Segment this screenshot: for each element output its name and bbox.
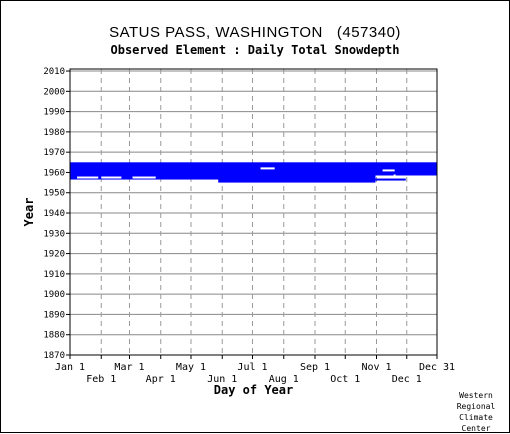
data-block bbox=[218, 178, 376, 183]
missing-gap bbox=[77, 176, 99, 179]
y-tick-label: 1890 bbox=[43, 310, 65, 320]
y-tick-label: 1870 bbox=[43, 351, 65, 361]
y-tick-label: 2010 bbox=[43, 67, 65, 77]
y-tick-label: 1880 bbox=[43, 331, 65, 341]
y-tick-label: 1950 bbox=[43, 189, 65, 199]
x-tick-label: Feb 1 bbox=[86, 374, 116, 385]
x-tick-label: Aug 1 bbox=[269, 374, 299, 385]
x-tick-label: May 1 bbox=[176, 362, 206, 373]
credit-line: Western bbox=[459, 391, 493, 400]
data-block bbox=[375, 162, 437, 176]
x-tick-label: Dec 31 bbox=[419, 362, 455, 373]
credit-line: Climate bbox=[459, 413, 493, 422]
chart-title: SATUS PASS, WASHINGTON (457340) bbox=[109, 24, 401, 41]
missing-gap bbox=[101, 176, 122, 179]
data-block bbox=[375, 178, 406, 181]
missing-gap bbox=[382, 169, 395, 172]
x-tick-label: Mar 1 bbox=[114, 362, 144, 373]
x-tick-label: Oct 1 bbox=[330, 374, 360, 385]
plot-border bbox=[69, 68, 438, 356]
missing-gap bbox=[132, 176, 156, 179]
x-tick-label: Nov 1 bbox=[361, 362, 391, 373]
missing-gap bbox=[393, 174, 396, 177]
y-tick-label: 1930 bbox=[43, 229, 65, 239]
x-axis-label: Day of Year bbox=[214, 383, 293, 397]
x-tick-label: Apr 1 bbox=[146, 374, 176, 385]
missing-gap bbox=[260, 167, 275, 170]
x-tick-label: Sep 1 bbox=[300, 362, 330, 373]
credit-line: Center bbox=[461, 424, 491, 433]
y-tick-label: 1910 bbox=[43, 270, 65, 280]
x-tick-label: Jun 1 bbox=[207, 374, 237, 385]
x-tick-label: Jul 1 bbox=[237, 362, 267, 373]
y-tick-label: 1960 bbox=[43, 168, 65, 178]
chart-subtitle: Observed Element : Daily Total Snowdepth bbox=[110, 43, 400, 57]
wrcc-credit: Western Regional Climate Center bbox=[448, 390, 504, 434]
y-axis-label: Year bbox=[22, 198, 36, 227]
y-tick-label: 1990 bbox=[43, 108, 65, 118]
y-tick-label: 1980 bbox=[43, 128, 65, 138]
x-tick-label: Jan 1 bbox=[55, 362, 85, 373]
y-tick-label: 1920 bbox=[43, 250, 65, 260]
y-tick-label: 1970 bbox=[43, 148, 65, 158]
data-block bbox=[70, 162, 376, 180]
y-tick-label: 1940 bbox=[43, 209, 65, 219]
y-tick-label: 1900 bbox=[43, 290, 65, 300]
x-tick-label: Dec 1 bbox=[392, 374, 422, 385]
credit-line: Regional bbox=[456, 402, 496, 411]
y-tick-label: 2000 bbox=[43, 87, 65, 97]
